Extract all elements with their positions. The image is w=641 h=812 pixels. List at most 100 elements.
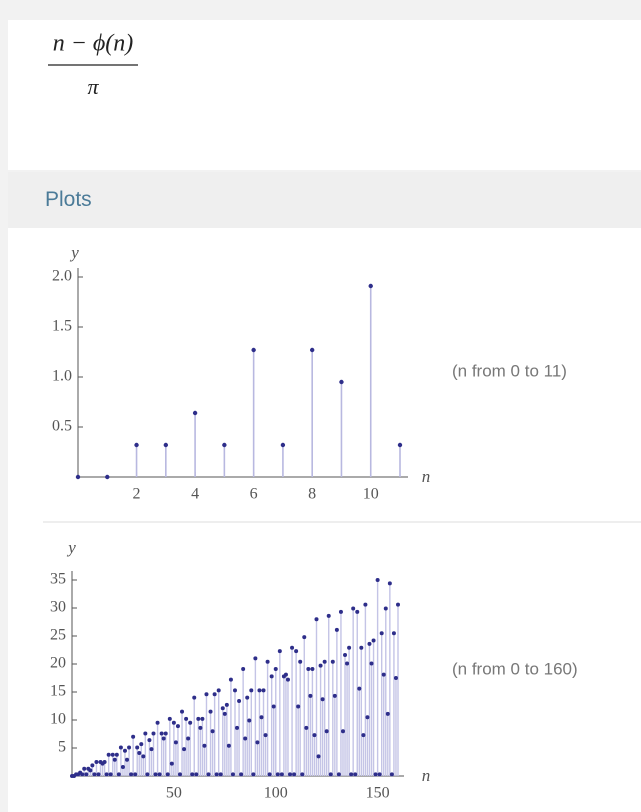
point [167, 716, 172, 721]
point [324, 729, 329, 734]
point [273, 667, 278, 672]
point [357, 686, 362, 691]
y-axis-label: y [66, 538, 76, 557]
point [161, 736, 166, 741]
point [343, 653, 348, 658]
point [116, 772, 121, 777]
point [396, 602, 400, 607]
point [363, 602, 368, 607]
point [184, 716, 189, 721]
point [334, 627, 339, 632]
y-tick-label: 30 [50, 599, 66, 616]
point [339, 379, 344, 385]
point [131, 734, 136, 739]
point [349, 772, 354, 777]
point [210, 729, 215, 734]
point [143, 731, 148, 736]
point [133, 772, 138, 777]
point [309, 347, 315, 353]
point [110, 752, 115, 757]
point [332, 693, 337, 698]
point [292, 772, 297, 777]
point [381, 672, 386, 677]
y-tick-label: 20 [50, 655, 66, 672]
point [157, 772, 162, 777]
point [251, 347, 256, 353]
point [265, 659, 270, 664]
point [338, 609, 343, 614]
point [105, 474, 110, 480]
y-tick-label: 2.0 [52, 268, 72, 285]
y-tick-label: 5 [58, 739, 66, 756]
point [175, 724, 180, 729]
point [280, 442, 286, 448]
point [237, 698, 242, 703]
point [206, 772, 211, 777]
range-note: (n from 0 to 11) [452, 361, 567, 380]
point [88, 768, 93, 773]
pod-title: Plots [45, 188, 92, 211]
point [224, 702, 229, 707]
point [320, 697, 325, 702]
point [373, 772, 378, 777]
x-tick-label: 6 [250, 486, 258, 503]
y-tick-label: 35 [50, 571, 66, 588]
point [192, 410, 198, 416]
point [239, 772, 244, 777]
point [355, 609, 360, 614]
point [147, 738, 152, 743]
x-axis-label: n [422, 766, 431, 785]
range-note: (n from 0 to 160) [452, 659, 578, 678]
point [345, 661, 350, 666]
point [336, 772, 341, 777]
point [122, 748, 127, 753]
point [186, 736, 191, 741]
point [92, 772, 97, 777]
point [108, 772, 113, 777]
point [153, 772, 158, 777]
point [294, 649, 299, 654]
point [163, 442, 169, 448]
point [340, 729, 345, 734]
point [288, 772, 293, 777]
point [118, 745, 123, 750]
point [80, 772, 85, 777]
point [269, 674, 274, 679]
point [151, 731, 156, 736]
point [251, 772, 256, 777]
x-tick-label: 8 [308, 486, 316, 503]
point [245, 695, 250, 700]
point [192, 695, 197, 700]
point [261, 688, 266, 693]
point [196, 716, 201, 721]
point [310, 667, 315, 672]
point [171, 720, 176, 725]
point [230, 772, 235, 777]
point [328, 772, 333, 777]
point [257, 688, 262, 693]
point [112, 757, 117, 762]
point [96, 772, 101, 777]
point [208, 709, 213, 714]
point [283, 672, 288, 677]
point [90, 763, 95, 768]
point [290, 645, 295, 650]
point [383, 606, 388, 611]
point [194, 772, 199, 777]
point [389, 772, 394, 777]
x-tick-label: 100 [264, 785, 288, 802]
point [222, 442, 227, 448]
point [377, 772, 382, 777]
point [94, 760, 99, 764]
point [368, 283, 373, 289]
point [120, 765, 125, 770]
point [312, 733, 317, 738]
x-tick-label: 4 [191, 486, 199, 503]
point [218, 772, 223, 777]
point [306, 667, 311, 672]
point [125, 757, 130, 762]
point [135, 745, 140, 750]
point [330, 659, 335, 664]
point [200, 716, 205, 721]
